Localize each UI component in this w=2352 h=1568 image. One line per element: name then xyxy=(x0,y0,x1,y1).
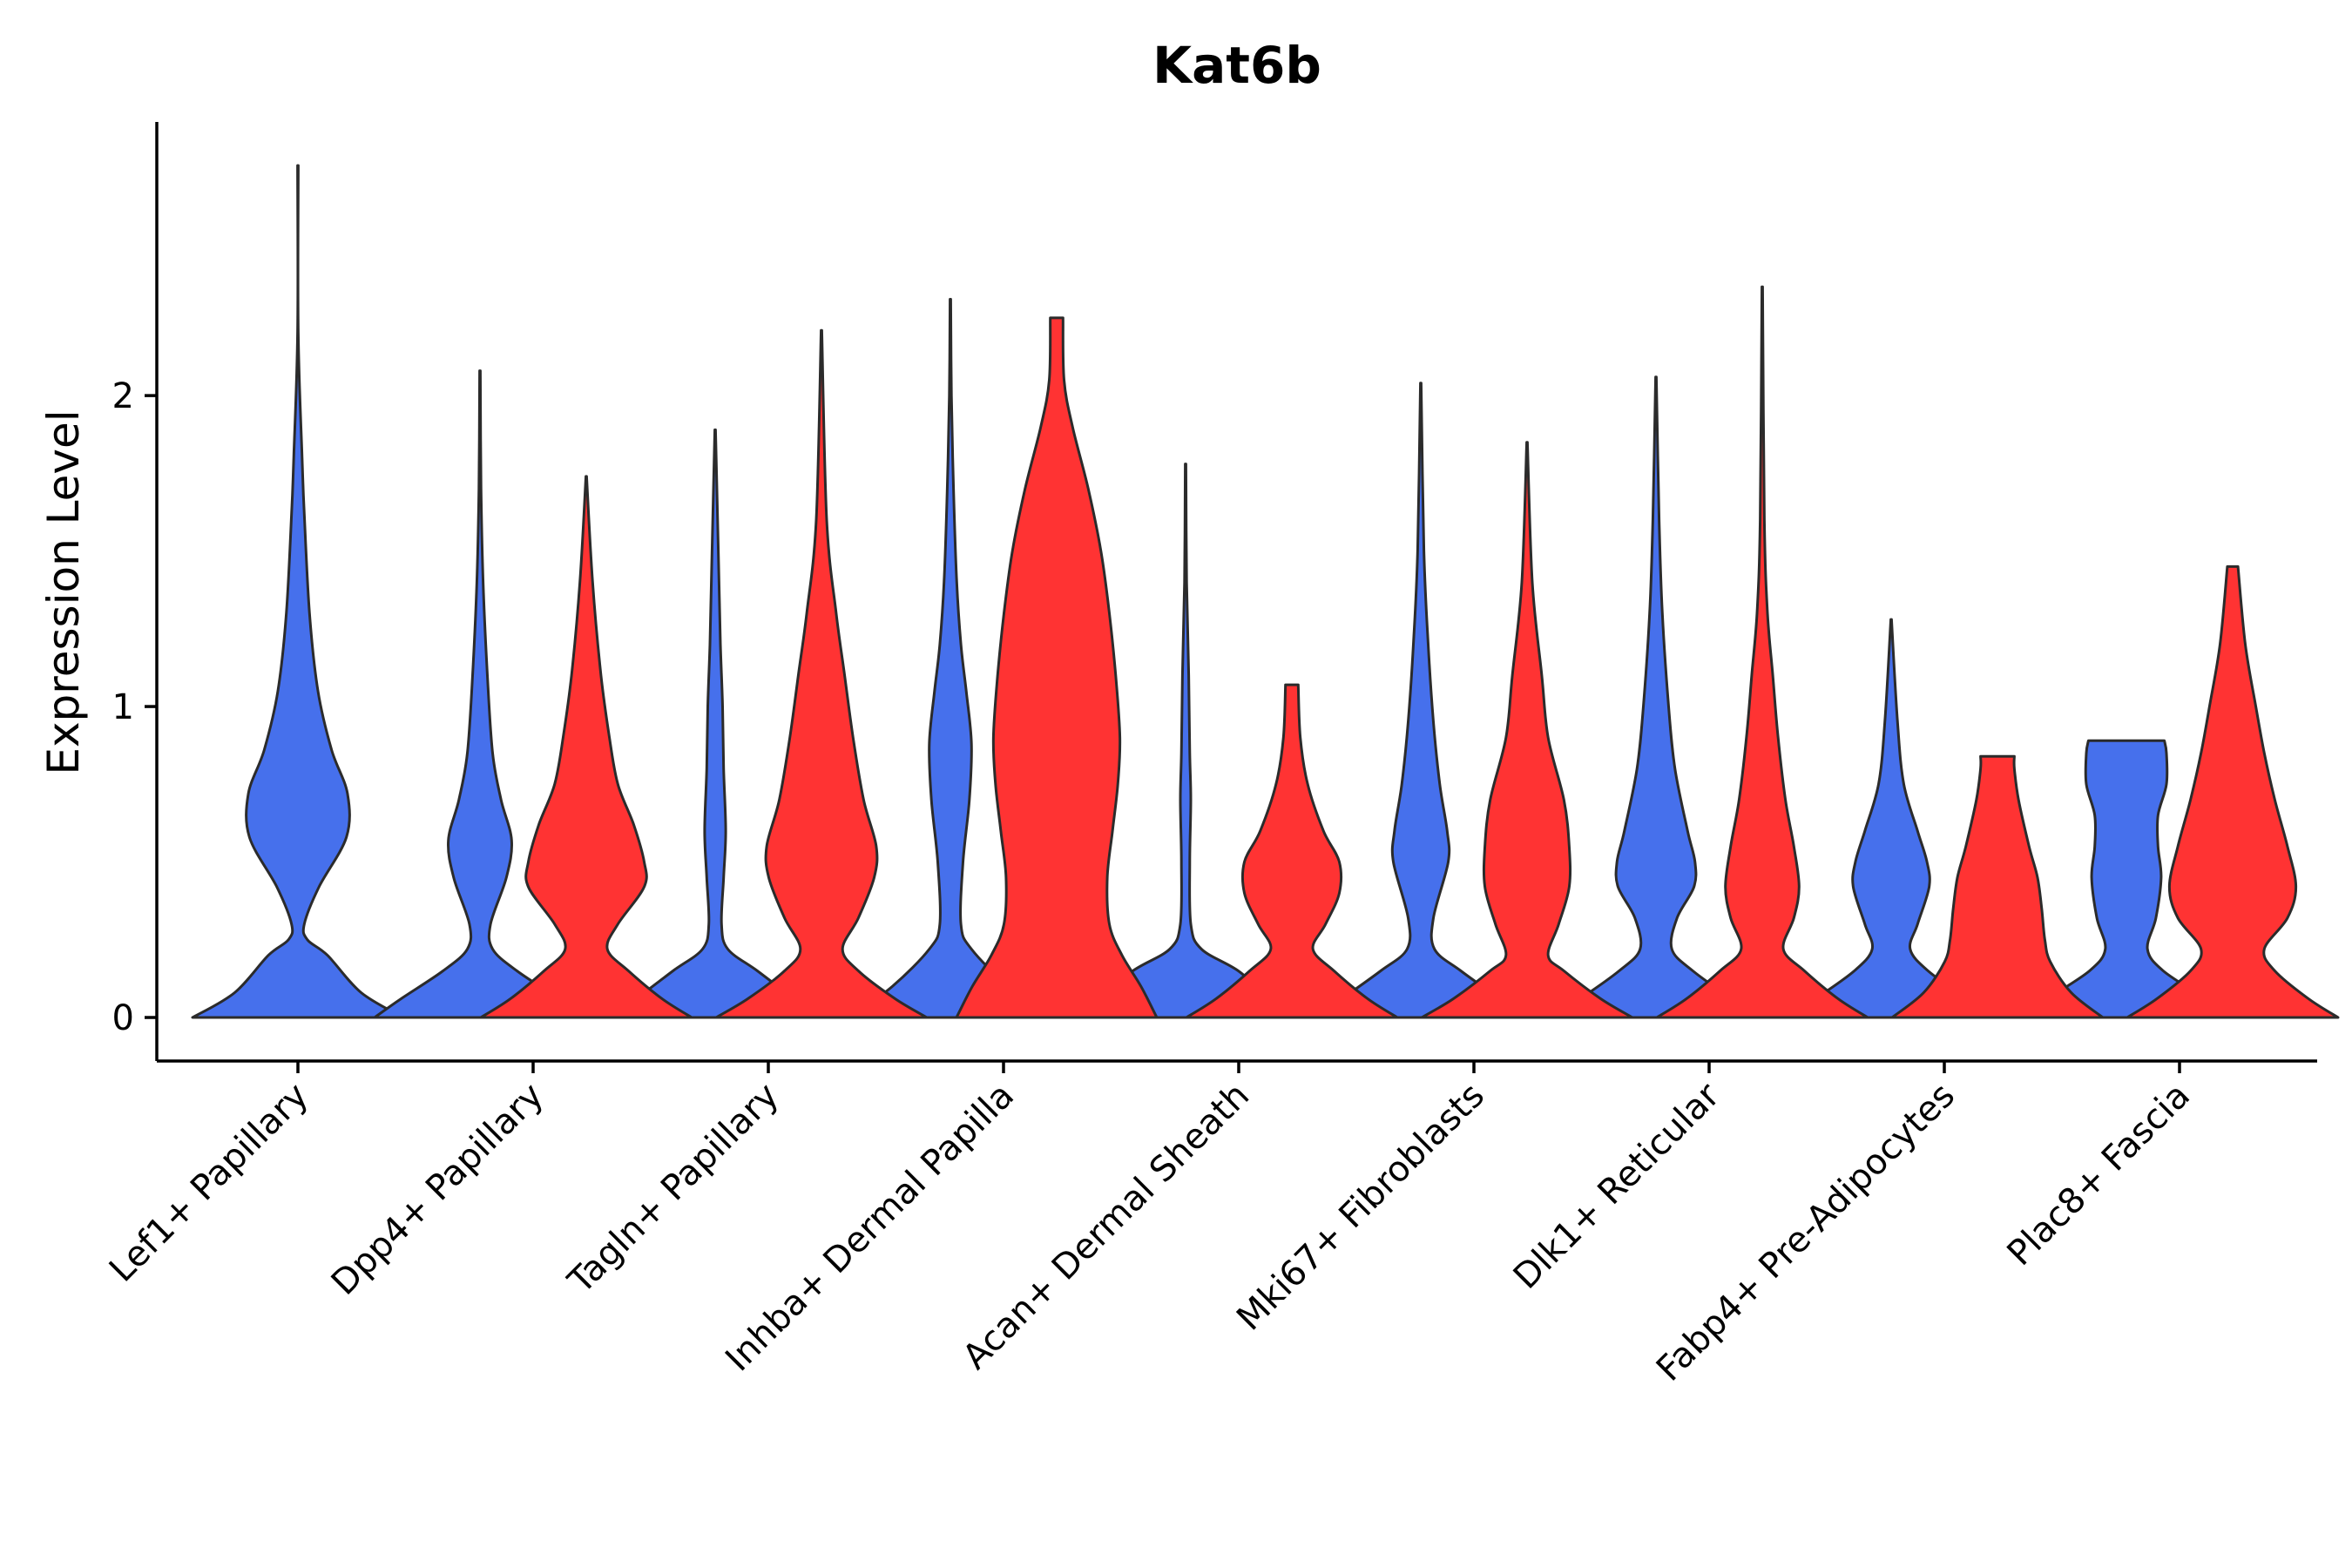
y-tick-label-1: 1 xyxy=(112,687,134,727)
x-tick-label-1: Lef1+ Papillary xyxy=(102,1076,316,1290)
violin-acan-dermal-sheath-1 xyxy=(1078,463,1293,1019)
x-tick-label-3: Tagln+ Papillary xyxy=(560,1076,787,1302)
x-tick-label-2: Dpp4+ Papillary xyxy=(324,1076,551,1303)
x-tick-label-9: Plac8+ Fascia xyxy=(2000,1076,2199,1274)
x-tick-label-6: Mki67+ Fibroblasts xyxy=(1229,1076,1492,1339)
violin-plac8-fascia-2 xyxy=(2126,564,2340,1019)
violin-acan-dermal-sheath-2 xyxy=(1185,683,1399,1019)
x-tick-label-7: Dlk1+ Reticular xyxy=(1506,1075,1728,1297)
violin-dlk1-reticular-1 xyxy=(1549,375,1763,1019)
violin-dpp4-papillary-2 xyxy=(479,475,693,1019)
violin-lef1-papillary-1 xyxy=(191,164,405,1019)
violin-dlk1-reticular-2 xyxy=(1655,285,1869,1019)
chart-title: Kat6b xyxy=(1152,36,1321,95)
violin-mki67-fibroblasts-2 xyxy=(1420,441,1634,1019)
violin-mki67-fibroblasts-1 xyxy=(1314,382,1528,1019)
violin-tagln-papillary-1 xyxy=(608,428,822,1019)
violin-tagln-papillary-2 xyxy=(714,328,929,1019)
violin-inhba-dermal-papilla-1 xyxy=(848,298,1052,1019)
y-axis-label: Expression Level xyxy=(38,409,89,774)
violin-dpp4-papillary-1 xyxy=(373,369,587,1019)
violin-fabp4-pre-adipocytes-2 xyxy=(1890,754,2105,1019)
y-tick-label-2: 2 xyxy=(112,376,134,416)
violin-fabp4-pre-adipocytes-1 xyxy=(1784,618,1998,1019)
violin-inhba-dermal-papilla-2 xyxy=(955,316,1159,1019)
violin-plac8-fascia-1 xyxy=(2019,739,2234,1019)
y-tick-label-0: 0 xyxy=(112,998,134,1038)
violins xyxy=(191,164,2340,1019)
